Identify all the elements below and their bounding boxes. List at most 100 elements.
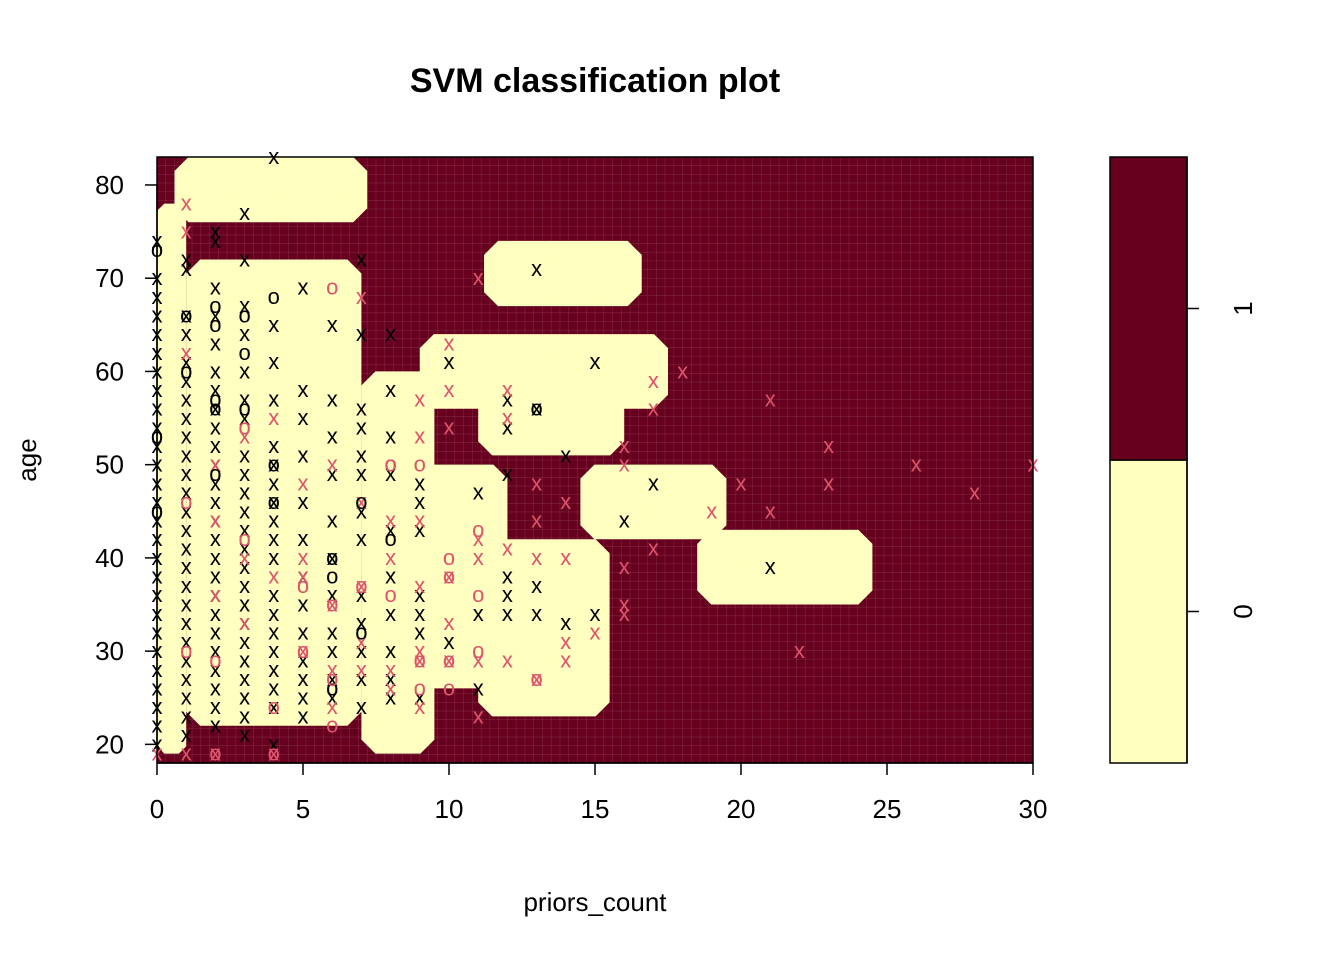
data-point: x xyxy=(473,601,484,626)
data-point: x xyxy=(531,666,542,691)
data-point: x xyxy=(298,685,309,710)
data-point: x xyxy=(298,526,309,551)
data-point: x xyxy=(385,377,396,402)
data-point: x xyxy=(327,386,338,411)
data-point: x xyxy=(181,536,192,561)
data-point: x xyxy=(706,498,717,523)
support-vector-point: o xyxy=(443,647,455,672)
data-point: x xyxy=(473,703,484,728)
data-point: x xyxy=(444,564,455,589)
data-point: x xyxy=(181,442,192,467)
data-point: x xyxy=(181,741,192,766)
data-point: x xyxy=(356,247,367,272)
data-point: x xyxy=(444,629,455,654)
support-vector-point: o xyxy=(384,582,396,607)
data-point: x xyxy=(268,349,279,374)
data-point: x xyxy=(268,545,279,570)
support-vector-point: o xyxy=(443,545,455,570)
data-point: x xyxy=(531,573,542,598)
support-vector-point: o xyxy=(180,638,192,663)
data-point: x xyxy=(239,573,250,598)
data-point: x xyxy=(385,601,396,626)
data-point: x xyxy=(590,601,601,626)
data-point: x xyxy=(210,452,221,477)
data-point: x xyxy=(239,610,250,635)
data-point: x xyxy=(327,582,338,607)
data-point: x xyxy=(531,508,542,533)
data-point: x xyxy=(268,405,279,430)
class-0-region xyxy=(157,203,187,754)
support-vector-point: o xyxy=(238,302,250,327)
support-vector-point: o xyxy=(443,564,455,589)
data-point: x xyxy=(268,741,279,766)
data-point: x xyxy=(356,442,367,467)
data-point: x xyxy=(181,554,192,579)
support-vector-point: o xyxy=(297,638,309,663)
data-point: x xyxy=(473,265,484,290)
data-point: x xyxy=(385,675,396,700)
data-point: x xyxy=(356,284,367,309)
data-point: x xyxy=(385,564,396,589)
data-point: x xyxy=(268,508,279,533)
data-point: x xyxy=(560,545,571,570)
data-point: x xyxy=(385,685,396,710)
data-point: x xyxy=(414,694,425,719)
data-point: x xyxy=(268,433,279,458)
support-vector-point: o xyxy=(297,573,309,598)
data-point: x xyxy=(181,368,192,393)
data-point: x xyxy=(969,480,980,505)
data-point: x xyxy=(911,452,922,477)
data-point: x xyxy=(502,461,513,486)
data-point: x xyxy=(268,675,279,700)
data-point: x xyxy=(181,647,192,672)
data-point: x xyxy=(444,414,455,439)
data-point: x xyxy=(385,657,396,682)
x-axis-label: priors_count xyxy=(523,887,667,917)
data-point: x xyxy=(239,703,250,728)
data-point: x xyxy=(502,601,513,626)
support-vector-point: o xyxy=(238,340,250,365)
data-point: x xyxy=(210,377,221,402)
y-axis-label: age xyxy=(12,438,42,481)
support-vector-point: o xyxy=(355,619,367,644)
data-point: x xyxy=(181,405,192,430)
data-point: x xyxy=(414,508,425,533)
data-point: x xyxy=(298,377,309,402)
data-point: x xyxy=(356,498,367,523)
support-vector-point: o xyxy=(414,647,426,672)
data-point: x xyxy=(268,601,279,626)
data-point: x xyxy=(181,498,192,523)
data-point: x xyxy=(765,498,776,523)
data-point: x xyxy=(210,741,221,766)
data-point: x xyxy=(181,349,192,374)
data-point: x xyxy=(531,256,542,281)
data-point: x xyxy=(765,386,776,411)
data-point: x xyxy=(619,592,630,617)
data-point: x xyxy=(210,619,221,644)
data-point: x xyxy=(298,275,309,300)
y-tick-label: 30 xyxy=(95,636,124,666)
data-point: x xyxy=(239,536,250,561)
data-point: x xyxy=(327,545,338,570)
data-point: x xyxy=(414,647,425,672)
data-point: x xyxy=(619,433,630,458)
data-point: x xyxy=(239,685,250,710)
data-point: x xyxy=(560,610,571,635)
data-point: x xyxy=(648,470,659,495)
data-point: x xyxy=(298,545,309,570)
data-point: x xyxy=(181,256,192,281)
data-point: x xyxy=(444,349,455,374)
class-0-regions xyxy=(157,157,873,754)
color-legend: 01 xyxy=(1109,156,1258,764)
data-point: x xyxy=(619,508,630,533)
data-point: x xyxy=(444,647,455,672)
data-point: x xyxy=(298,592,309,617)
data-point: x xyxy=(385,321,396,346)
x-tick-label: 15 xyxy=(581,794,610,824)
data-point: x xyxy=(181,629,192,654)
data-point: x xyxy=(473,480,484,505)
data-point: x xyxy=(239,666,250,691)
data-point: x xyxy=(181,573,192,598)
data-point: x xyxy=(239,442,250,467)
data-point: x xyxy=(356,582,367,607)
